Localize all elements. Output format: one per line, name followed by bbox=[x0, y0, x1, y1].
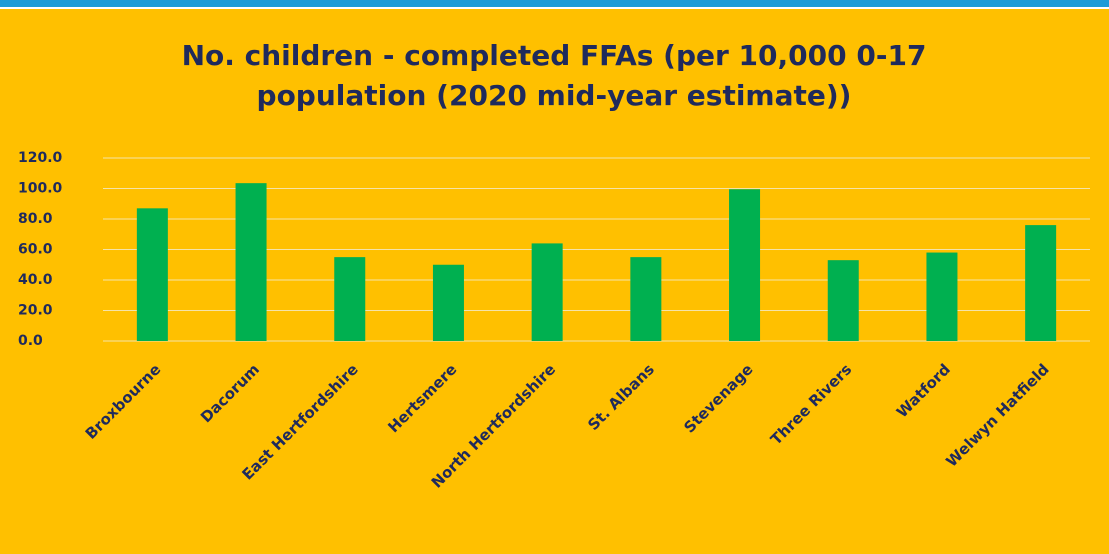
y-tick-label: 20.0 bbox=[18, 303, 53, 319]
top-stripe bbox=[0, 0, 1109, 9]
x-tick-label: Watford bbox=[893, 360, 954, 421]
y-tick-label: 100.0 bbox=[18, 181, 63, 197]
y-tick-label: 120.0 bbox=[18, 150, 63, 166]
bar bbox=[827, 260, 859, 341]
x-tick-label: Stevenage bbox=[680, 360, 756, 436]
x-tick-label: Dacorum bbox=[197, 360, 263, 426]
bar bbox=[531, 243, 563, 341]
bar bbox=[1025, 225, 1057, 341]
bar bbox=[432, 264, 464, 341]
bar bbox=[926, 252, 958, 341]
x-tick-label: Broxbourne bbox=[82, 360, 165, 443]
bar bbox=[334, 257, 366, 341]
y-tick-label: 0.0 bbox=[18, 333, 43, 349]
bar bbox=[729, 189, 761, 341]
bar bbox=[136, 208, 168, 341]
y-tick-label: 80.0 bbox=[18, 211, 53, 227]
bar bbox=[235, 183, 267, 341]
y-tick-label: 40.0 bbox=[18, 272, 53, 288]
chart-title: No. children - completed FFAs (per 10,00… bbox=[181, 39, 927, 112]
bar bbox=[630, 257, 662, 341]
x-tick-label: Hertsmere bbox=[384, 360, 460, 436]
y-tick-label: 60.0 bbox=[18, 242, 53, 258]
x-tick-label: Welwyn Hatfield bbox=[942, 360, 1052, 470]
x-tick-label: St. Albans bbox=[584, 360, 658, 434]
x-tick-label: Three Rivers bbox=[767, 360, 855, 448]
